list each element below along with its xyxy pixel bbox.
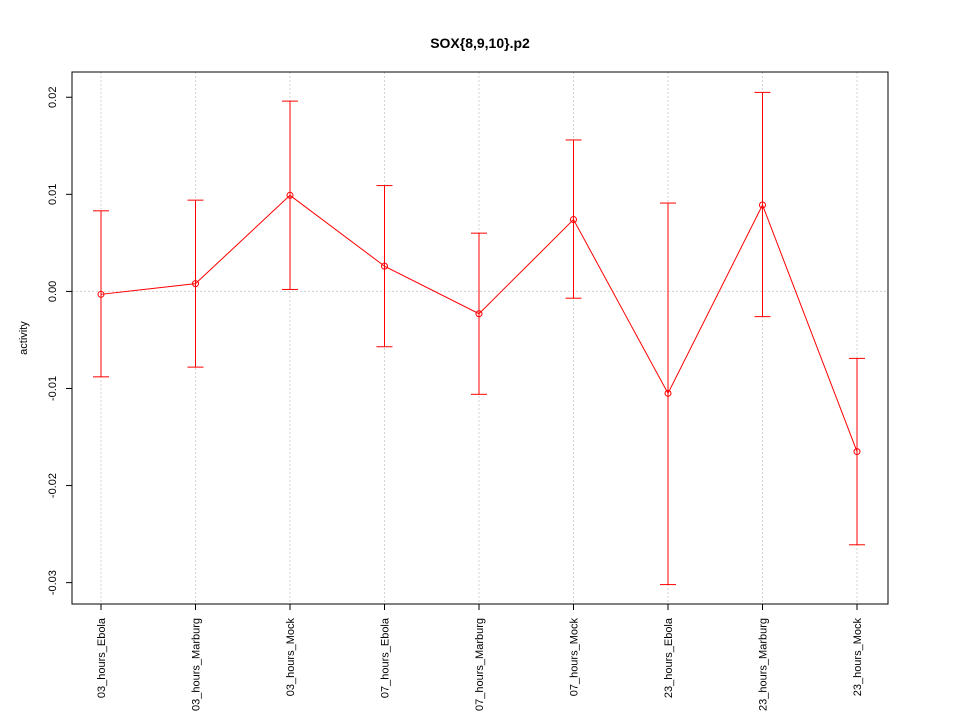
grid bbox=[72, 72, 888, 604]
series bbox=[93, 91, 865, 586]
y-tick-label: 0.00 bbox=[47, 281, 59, 302]
y-axis-label: activity bbox=[18, 321, 30, 355]
data-point bbox=[475, 310, 483, 318]
x-tick-label: 07_hours_Ebola bbox=[380, 617, 392, 698]
x-tick-label: 23_hours_Marburg bbox=[758, 618, 770, 711]
y-tick-label: -0.01 bbox=[47, 376, 59, 401]
data-point bbox=[570, 216, 577, 224]
data-point bbox=[853, 448, 861, 456]
y-tick-label: 0.01 bbox=[47, 184, 59, 205]
x-tick-label: 07_hours_Mock bbox=[569, 618, 581, 697]
data-point bbox=[192, 280, 199, 288]
y-tick-label: 0.02 bbox=[47, 87, 59, 108]
data-point bbox=[664, 389, 672, 397]
x-tick-label: 23_hours_Mock bbox=[852, 618, 864, 697]
series-line bbox=[100, 194, 858, 452]
data-point bbox=[759, 201, 766, 209]
data-point bbox=[381, 262, 388, 270]
chart-title: SOX{8,9,10}.p2 bbox=[430, 35, 530, 51]
y-tick-label: -0.03 bbox=[47, 570, 59, 595]
data-point bbox=[97, 290, 105, 298]
x-tick-label: 03_hours_Ebola bbox=[96, 617, 108, 698]
y-tick-label: -0.02 bbox=[47, 473, 59, 498]
x-tick-label: 03_hours_Mock bbox=[285, 618, 297, 697]
data-point bbox=[286, 191, 294, 199]
x-axis: 03_hours_Ebola 03_hours_Marburg 03_hours_M… bbox=[96, 604, 864, 711]
x-tick-label: 03_hours_Marburg bbox=[191, 618, 203, 711]
x-tick-label: 07_hours_Marburg bbox=[474, 618, 486, 711]
x-tick-label: 23_hours_Ebola bbox=[663, 617, 675, 698]
y-axis: -0.03 -0.02 -0.01 0.00 0.01 0.02 bbox=[47, 87, 72, 595]
plot-frame bbox=[71, 71, 889, 605]
